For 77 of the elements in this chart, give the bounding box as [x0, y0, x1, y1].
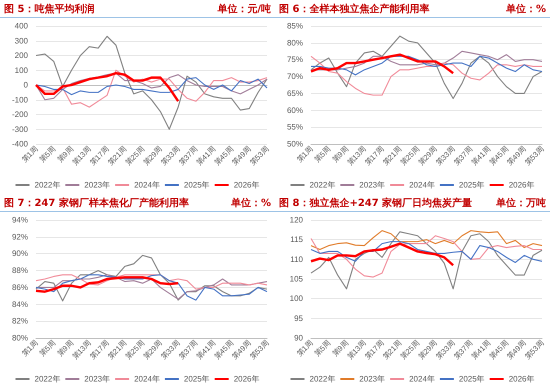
y-tick-label: 400 — [14, 22, 29, 30]
y-tick-label: 60% — [286, 106, 303, 115]
legend-label: 2024年 — [134, 374, 160, 384]
legend-label: 2025年 — [184, 374, 210, 384]
legend-label: 2024年 — [134, 180, 160, 190]
line-series — [310, 231, 543, 290]
legend-label: 2022年 — [34, 180, 60, 190]
y-tick-label: 300 — [14, 36, 29, 46]
y-tick-label: 88% — [12, 266, 28, 276]
chart-subtitle: 单位：元/吨 — [217, 2, 271, 16]
legend-label: 2023年 — [359, 374, 386, 384]
line-series — [35, 274, 268, 290]
line-series — [310, 50, 543, 70]
legend-label: 2023年 — [359, 180, 386, 190]
legend-label: 2025年 — [184, 180, 210, 190]
chart-subtitle: 单位：% — [506, 2, 546, 16]
y-tick-label: 80% — [12, 334, 28, 342]
y-tick-label: 70% — [286, 72, 303, 82]
y-tick-label: 55% — [286, 122, 303, 132]
legend-label: 2022年 — [310, 374, 336, 384]
y-tick-label: -200 — [12, 110, 29, 119]
legend-label: 2022年 — [310, 180, 336, 190]
chart-subtitle: 单位：% — [230, 196, 271, 210]
chart-title: 图 8：独立焦企+247 家钢厂日均焦炭产量 — [279, 196, 472, 210]
legend-label: 2026年 — [234, 180, 260, 190]
y-tick-label: 110 — [290, 254, 304, 264]
y-tick-label: 115 — [290, 235, 304, 244]
line-series — [35, 36, 268, 130]
y-tick-label: 94% — [12, 216, 28, 224]
y-tick-label: 95 — [294, 314, 304, 323]
y-tick-label: 200 — [14, 51, 29, 60]
y-tick-label: 86% — [12, 282, 28, 292]
chart-title: 图 5：吨焦平均利润 — [4, 2, 94, 16]
line-series — [310, 56, 543, 76]
line-series — [34, 276, 180, 293]
legend-label: 2023年 — [84, 374, 110, 384]
y-tick-label: 90% — [12, 249, 28, 258]
legend-label: 2025年 — [458, 374, 485, 384]
line-series — [310, 53, 454, 74]
line-series — [34, 72, 180, 102]
y-tick-label: 80% — [286, 38, 303, 48]
line-series — [310, 242, 454, 266]
legend-label: 2026年 — [508, 180, 534, 190]
y-tick-label: 75% — [286, 55, 303, 64]
y-tick-label: 50% — [286, 140, 303, 148]
y-tick-label: 82% — [12, 316, 28, 326]
y-tick-label: 120 — [290, 216, 304, 224]
legend-label: 2025年 — [458, 180, 485, 190]
y-tick-label: -400 — [12, 140, 29, 148]
y-tick-label: 84% — [12, 300, 28, 309]
y-tick-label: 0 — [24, 80, 29, 90]
line-series — [35, 72, 268, 100]
y-tick-label: 100 — [14, 66, 29, 75]
y-tick-label: 105 — [290, 274, 304, 284]
legend-label: 2024年 — [409, 180, 435, 190]
line-series — [310, 241, 543, 264]
line-series — [35, 77, 268, 96]
y-tick-label: 92% — [12, 232, 28, 242]
legend-label: 2026年 — [508, 374, 534, 384]
y-tick-label: 100 — [290, 294, 304, 304]
line-series — [35, 254, 268, 302]
y-tick-label: -300 — [12, 124, 29, 134]
y-tick-label: -100 — [12, 95, 29, 104]
line-series — [310, 36, 543, 100]
line-series — [310, 56, 543, 96]
chart-title: 图 6：全样本独立焦企产能利用率 — [279, 2, 430, 16]
chart-title: 图 7：247 家钢厂样本焦化厂产能利用率 — [4, 196, 189, 210]
legend-label: 2022年 — [34, 374, 60, 384]
line-series — [310, 230, 543, 250]
chart-subtitle: 单位：万吨 — [496, 196, 546, 210]
y-tick-label: 90 — [294, 334, 304, 342]
y-tick-label: 85% — [286, 22, 303, 30]
legend-label: 2024年 — [409, 374, 435, 384]
y-tick-label: 65% — [286, 88, 303, 98]
legend-label: 2026年 — [234, 374, 260, 384]
line-series — [310, 235, 543, 278]
legend-label: 2023年 — [84, 180, 110, 190]
